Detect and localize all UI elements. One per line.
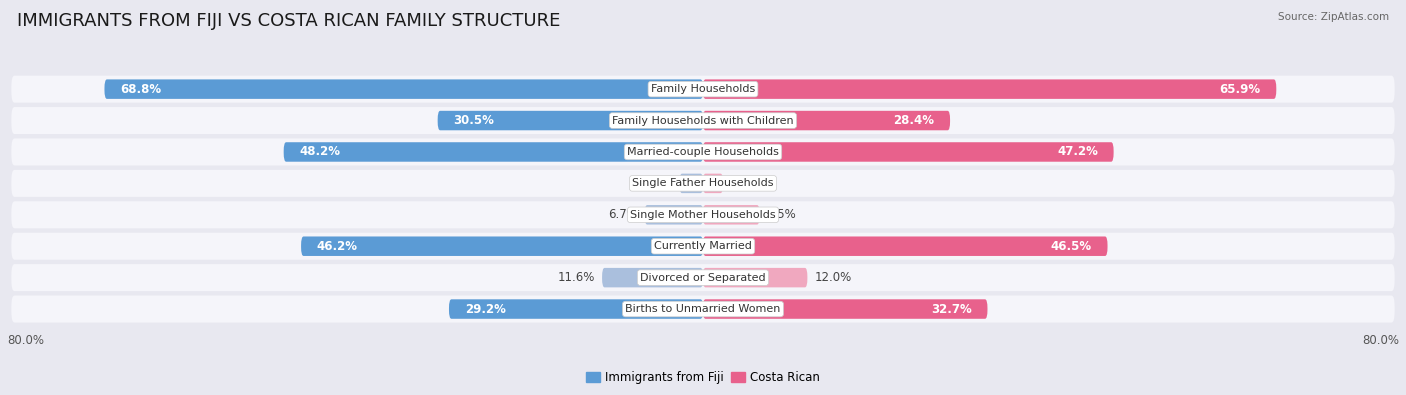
FancyBboxPatch shape [602, 268, 703, 288]
Text: Source: ZipAtlas.com: Source: ZipAtlas.com [1278, 12, 1389, 22]
Text: 2.3%: 2.3% [730, 177, 759, 190]
FancyBboxPatch shape [703, 237, 1108, 256]
FancyBboxPatch shape [11, 264, 1395, 291]
Text: Currently Married: Currently Married [654, 241, 752, 251]
Text: 46.2%: 46.2% [316, 240, 357, 253]
FancyBboxPatch shape [11, 233, 1395, 260]
Text: 65.9%: 65.9% [1219, 83, 1261, 96]
FancyBboxPatch shape [703, 142, 1114, 162]
Text: 6.7%: 6.7% [607, 208, 638, 221]
Text: 32.7%: 32.7% [931, 303, 972, 316]
FancyBboxPatch shape [11, 170, 1395, 197]
Text: Family Households: Family Households [651, 84, 755, 94]
FancyBboxPatch shape [703, 299, 987, 319]
Text: 2.7%: 2.7% [643, 177, 672, 190]
FancyBboxPatch shape [645, 205, 703, 224]
FancyBboxPatch shape [703, 205, 759, 224]
FancyBboxPatch shape [449, 299, 703, 319]
FancyBboxPatch shape [679, 174, 703, 193]
Text: 47.2%: 47.2% [1057, 145, 1098, 158]
FancyBboxPatch shape [703, 111, 950, 130]
Text: 11.6%: 11.6% [558, 271, 595, 284]
Text: Single Father Households: Single Father Households [633, 179, 773, 188]
Text: 46.5%: 46.5% [1050, 240, 1092, 253]
FancyBboxPatch shape [703, 79, 1277, 99]
Text: 80.0%: 80.0% [7, 333, 44, 346]
FancyBboxPatch shape [301, 237, 703, 256]
Text: 28.4%: 28.4% [893, 114, 935, 127]
FancyBboxPatch shape [11, 75, 1395, 103]
Text: 80.0%: 80.0% [1362, 333, 1399, 346]
Text: 30.5%: 30.5% [453, 114, 494, 127]
FancyBboxPatch shape [104, 79, 703, 99]
FancyBboxPatch shape [284, 142, 703, 162]
FancyBboxPatch shape [11, 107, 1395, 134]
Text: Married-couple Households: Married-couple Households [627, 147, 779, 157]
Text: 29.2%: 29.2% [464, 303, 506, 316]
FancyBboxPatch shape [703, 174, 723, 193]
Text: 12.0%: 12.0% [814, 271, 852, 284]
Text: 48.2%: 48.2% [299, 145, 340, 158]
Text: Divorced or Separated: Divorced or Separated [640, 273, 766, 283]
FancyBboxPatch shape [11, 295, 1395, 323]
FancyBboxPatch shape [437, 111, 703, 130]
Legend: Immigrants from Fiji, Costa Rican: Immigrants from Fiji, Costa Rican [582, 367, 824, 389]
Text: Single Mother Households: Single Mother Households [630, 210, 776, 220]
FancyBboxPatch shape [703, 268, 807, 288]
FancyBboxPatch shape [11, 201, 1395, 228]
Text: 6.5%: 6.5% [766, 208, 796, 221]
Text: 68.8%: 68.8% [120, 83, 162, 96]
FancyBboxPatch shape [11, 139, 1395, 166]
Text: Births to Unmarried Women: Births to Unmarried Women [626, 304, 780, 314]
Text: IMMIGRANTS FROM FIJI VS COSTA RICAN FAMILY STRUCTURE: IMMIGRANTS FROM FIJI VS COSTA RICAN FAMI… [17, 12, 560, 30]
Text: Family Households with Children: Family Households with Children [612, 116, 794, 126]
